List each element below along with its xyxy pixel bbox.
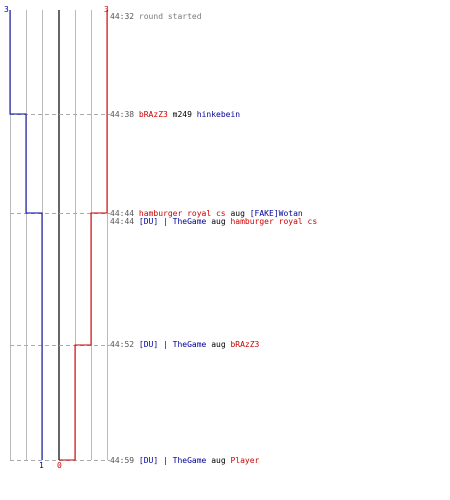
victim-name: Player bbox=[230, 456, 260, 465]
killer-name: bRAzZ3 bbox=[138, 110, 168, 119]
event-time: 44:32 bbox=[110, 12, 135, 21]
red-score-end: 0 bbox=[57, 461, 62, 470]
event-time: 44:52 bbox=[110, 340, 135, 349]
event-kill: 44:44 [DU] | TheGame aug hamburger royal… bbox=[110, 217, 317, 226]
weapon-name: aug bbox=[211, 217, 226, 226]
event-time: 44:44 bbox=[110, 217, 135, 226]
weapon-name: aug bbox=[211, 456, 226, 465]
event-message: round started bbox=[138, 12, 202, 21]
victim-name: hinkebein bbox=[196, 110, 241, 119]
killer-name: [DU] | TheGame bbox=[138, 217, 207, 226]
event-kill: 44:38 bRAzZ3 m249 hinkebein bbox=[110, 110, 240, 119]
killer-name: [DU] | TheGame bbox=[138, 340, 207, 349]
weapon-name: aug bbox=[211, 340, 226, 349]
event-round-start: 44:32 round started bbox=[110, 12, 202, 21]
victim-name: bRAzZ3 bbox=[230, 340, 260, 349]
red-score-start: 3 bbox=[104, 5, 109, 14]
blue-team-line bbox=[9, 10, 43, 460]
event-kill: 44:52 [DU] | TheGame aug bRAzZ3 bbox=[110, 340, 259, 349]
weapon-name: aug bbox=[230, 209, 245, 218]
blue-score-end: 1 bbox=[39, 461, 44, 470]
event-time: 44:59 bbox=[110, 456, 135, 465]
blue-score-start: 3 bbox=[4, 5, 9, 14]
killer-name: hamburger royal cs bbox=[138, 209, 226, 218]
event-kill: 44:44 hamburger royal cs aug [FAKE]Wotan bbox=[110, 209, 303, 218]
red-team-line bbox=[59, 10, 108, 461]
weapon-name: m249 bbox=[172, 110, 192, 119]
event-time: 44:44 bbox=[110, 209, 135, 218]
event-kill: 44:59 [DU] | TheGame aug Player bbox=[110, 456, 259, 465]
victim-name: [FAKE]Wotan bbox=[249, 209, 303, 218]
event-time: 44:38 bbox=[110, 110, 135, 119]
killer-name: [DU] | TheGame bbox=[138, 456, 207, 465]
victim-name: hamburger royal cs bbox=[230, 217, 318, 226]
